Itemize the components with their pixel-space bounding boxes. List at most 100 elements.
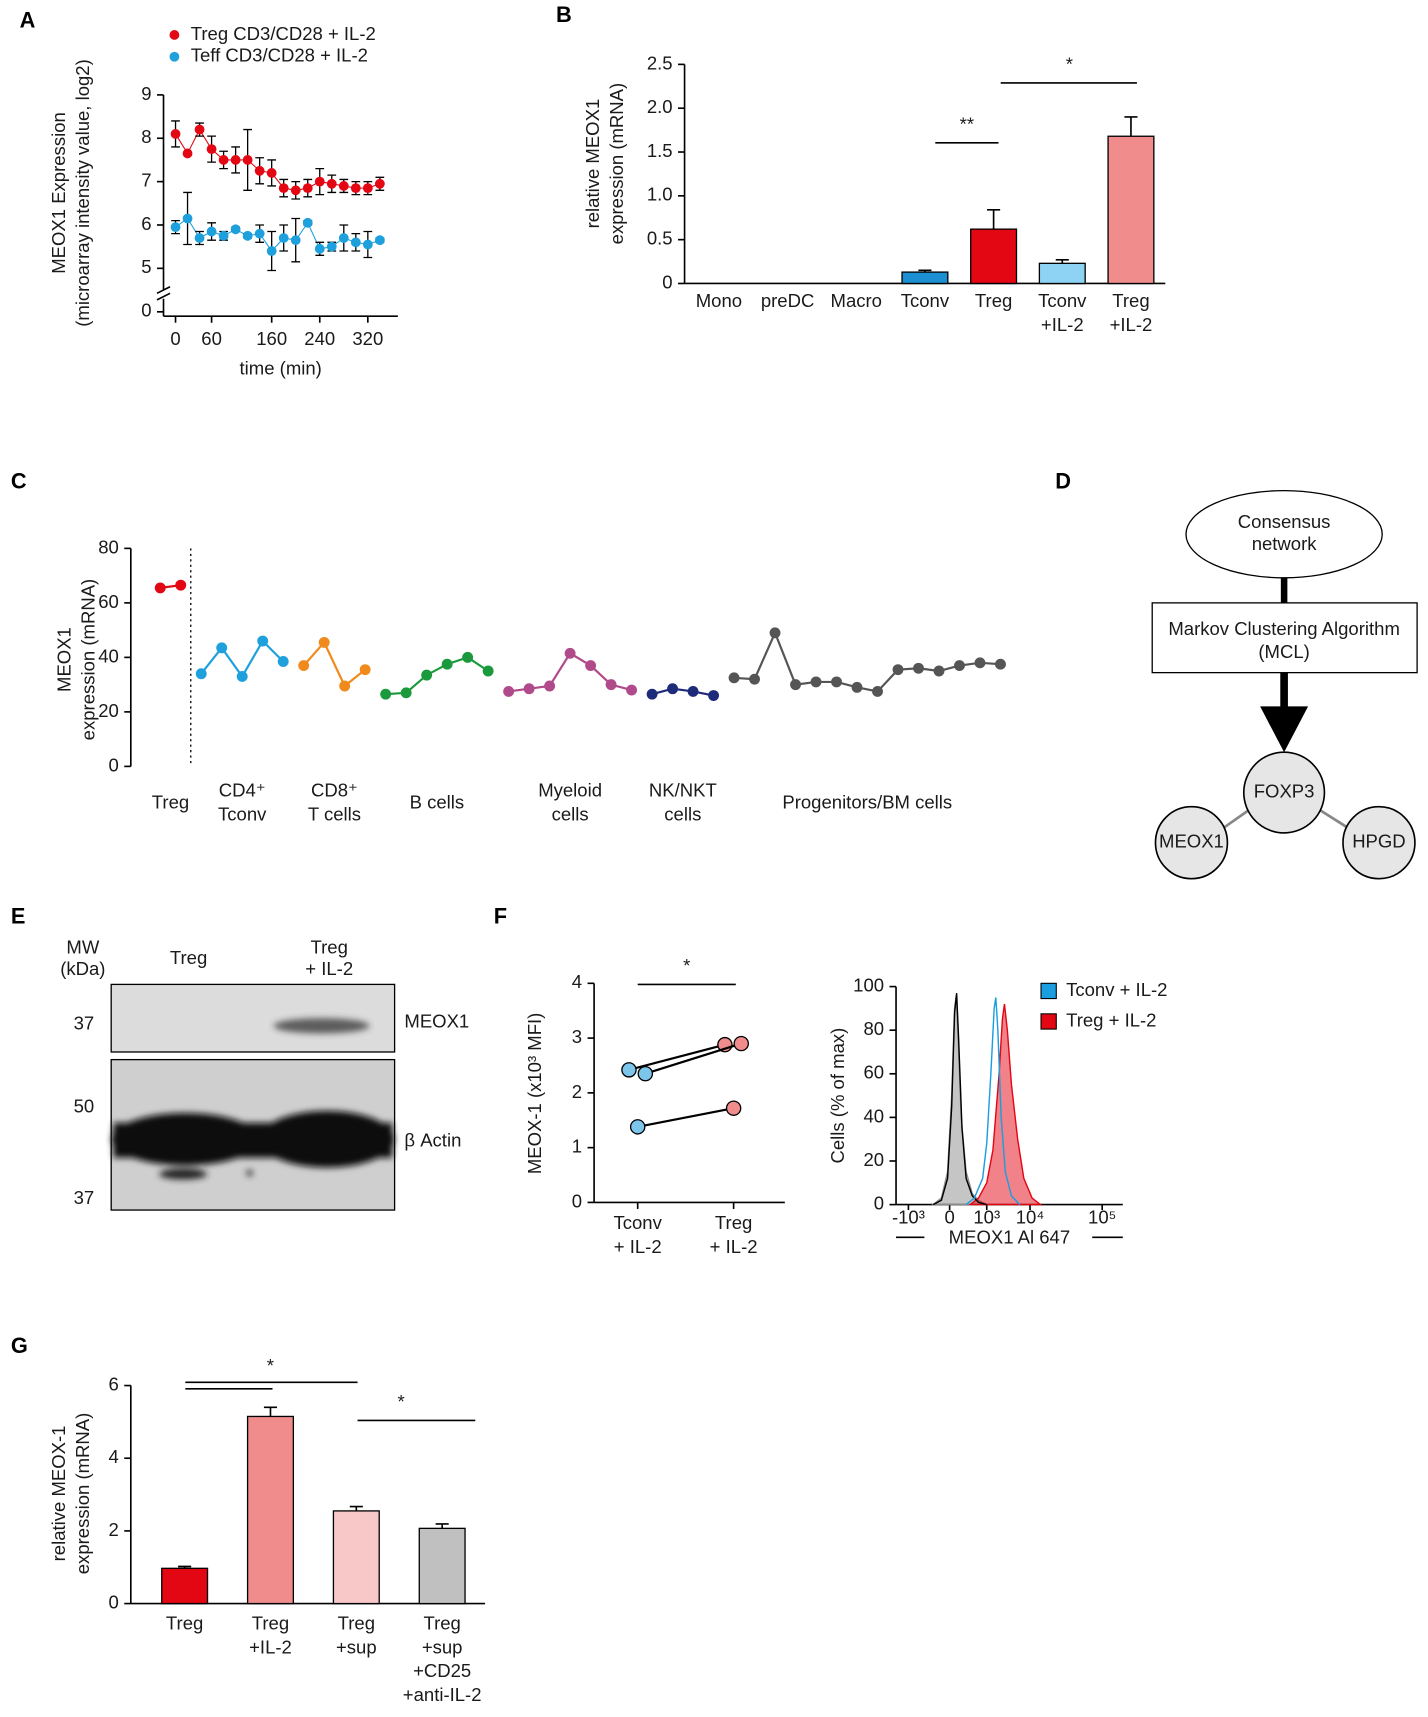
error-bar bbox=[263, 1406, 278, 1417]
data-point bbox=[831, 676, 842, 688]
x-tick-label: 10⁵ bbox=[1088, 1207, 1116, 1228]
group-label-line: Tconv bbox=[218, 803, 267, 824]
data-point bbox=[338, 181, 349, 191]
data-point bbox=[564, 647, 576, 659]
error-bar bbox=[435, 1523, 449, 1529]
data-point bbox=[790, 679, 801, 691]
x-tick-label-line: Treg bbox=[975, 290, 1012, 311]
x-tick-label-line: Treg bbox=[715, 1212, 752, 1233]
data-point bbox=[995, 658, 1006, 670]
data-point bbox=[218, 155, 229, 165]
data-point bbox=[728, 672, 740, 684]
data-point bbox=[872, 685, 883, 697]
mw-marker: 37 bbox=[74, 1013, 95, 1034]
data-point bbox=[277, 656, 289, 667]
significance-label: * bbox=[267, 1355, 274, 1376]
lane-label: + IL-2 bbox=[305, 958, 353, 979]
data-point bbox=[266, 168, 277, 178]
y-tick-label: 1.0 bbox=[647, 184, 673, 205]
x-tick-label: Treg +IL-2 bbox=[1110, 290, 1153, 335]
data-point bbox=[629, 1119, 646, 1135]
data-point bbox=[194, 233, 205, 243]
data-point bbox=[339, 680, 351, 692]
data-point bbox=[769, 627, 781, 639]
x-tick-label-line: +anti-IL-2 bbox=[403, 1684, 482, 1705]
error-bar bbox=[987, 209, 1001, 230]
y-tick-label: 40 bbox=[98, 645, 119, 666]
data-point bbox=[302, 217, 313, 228]
x-tick-label-line: Treg bbox=[252, 1612, 289, 1633]
data-point bbox=[708, 690, 720, 701]
bar bbox=[970, 228, 1018, 285]
x-tick-label: Treg +IL-2 bbox=[249, 1612, 292, 1657]
data-point bbox=[290, 235, 301, 246]
x-tick-label-line: +IL-2 bbox=[1110, 314, 1153, 335]
x-tick-label: 0 bbox=[944, 1207, 954, 1228]
data-point bbox=[380, 688, 392, 700]
x-tick-label-line: Tconv bbox=[614, 1212, 663, 1233]
significance-label: * bbox=[1066, 53, 1073, 74]
data-point bbox=[254, 165, 265, 176]
step-label: (MCL) bbox=[1258, 641, 1309, 662]
data-point bbox=[359, 664, 371, 676]
error-bar bbox=[349, 1505, 363, 1511]
x-tick-label-line: Mono bbox=[696, 290, 742, 311]
bar bbox=[161, 1567, 209, 1605]
data-point bbox=[605, 679, 617, 691]
arrow-head bbox=[1260, 706, 1309, 753]
x-tick-label-line: +sup bbox=[422, 1636, 463, 1657]
western-blot: E MW (kDa) Treg Treg + IL-2 37 50 37 MEO… bbox=[11, 904, 469, 1211]
data-point bbox=[314, 243, 325, 254]
x-tick-label: Mono bbox=[696, 290, 742, 311]
data-point bbox=[194, 124, 205, 135]
data-point bbox=[687, 685, 699, 697]
x-tick-label-line: Tconv bbox=[901, 290, 950, 311]
x-tick-label: Treg bbox=[975, 290, 1012, 311]
significance-label: ** bbox=[960, 113, 974, 134]
data-point bbox=[242, 230, 253, 241]
mw-marker: 50 bbox=[74, 1095, 95, 1116]
y-tick-label: 20 bbox=[98, 700, 119, 721]
y-tick-label: 60 bbox=[98, 591, 119, 612]
data-point bbox=[278, 183, 289, 194]
x-tick-label-line: +IL-2 bbox=[249, 1636, 292, 1657]
data-point bbox=[298, 660, 310, 672]
group-label-line: CD4⁺ bbox=[219, 779, 266, 800]
data-point bbox=[374, 178, 385, 189]
x-tick-label-line: Treg bbox=[338, 1612, 375, 1633]
x-tick-label-line: Treg bbox=[166, 1612, 203, 1633]
x-tick-label-line: + IL-2 bbox=[710, 1236, 758, 1257]
x-tick-label: 0 bbox=[170, 328, 180, 349]
data-point bbox=[626, 684, 638, 696]
histogram-curve bbox=[965, 997, 1021, 1206]
source-label: network bbox=[1252, 533, 1318, 554]
bar bbox=[246, 1415, 295, 1605]
data-point bbox=[933, 665, 945, 677]
node bbox=[1342, 805, 1416, 880]
group-label-line: cells bbox=[552, 803, 589, 824]
y-tick-label: 0 bbox=[109, 1591, 119, 1612]
data-point bbox=[326, 241, 337, 252]
data-point bbox=[523, 683, 535, 695]
bar bbox=[418, 1527, 466, 1605]
group-label: NK/NKT cells bbox=[649, 779, 717, 824]
lane-label: Treg bbox=[170, 947, 207, 968]
data-point bbox=[374, 235, 385, 246]
data-point bbox=[318, 636, 330, 648]
y-tick-label: 8 bbox=[141, 126, 151, 147]
node bbox=[1154, 805, 1229, 880]
error-bar bbox=[1124, 116, 1138, 137]
y-tick-label: 0 bbox=[141, 300, 151, 321]
band bbox=[111, 1110, 395, 1180]
data-point bbox=[326, 178, 337, 189]
y-tick-label: 3 bbox=[572, 1026, 582, 1047]
series-line bbox=[651, 687, 714, 697]
x-tick-label: Treg + IL-2 bbox=[710, 1212, 758, 1257]
node-label: FOXP3 bbox=[1254, 780, 1315, 801]
data-point bbox=[350, 237, 361, 248]
x-tick-label: Macro bbox=[831, 290, 882, 311]
panel-label: A bbox=[20, 8, 36, 33]
x-tick-label-line: Tconv bbox=[1038, 290, 1087, 311]
x-tick-label: 160 bbox=[256, 328, 287, 349]
